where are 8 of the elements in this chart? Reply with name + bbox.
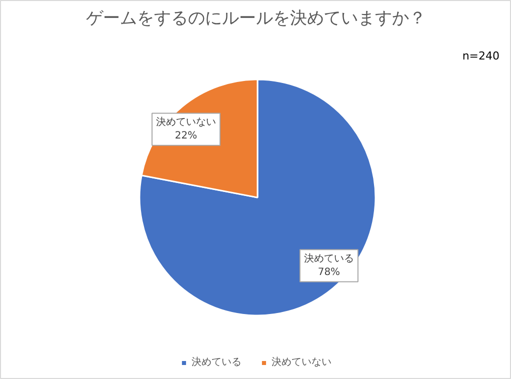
chart-title: ゲームをするのにルールを決めていますか？: [86, 8, 426, 28]
legend-label: 決めていない: [272, 356, 332, 369]
slice-label: 決めていない: [156, 116, 216, 128]
data-label: 78%: [318, 266, 340, 278]
slice-label: 決めている: [304, 252, 354, 265]
data-label: 22%: [174, 130, 198, 142]
text: n=240: [462, 50, 500, 62]
legend-label: 決めている: [192, 356, 242, 369]
